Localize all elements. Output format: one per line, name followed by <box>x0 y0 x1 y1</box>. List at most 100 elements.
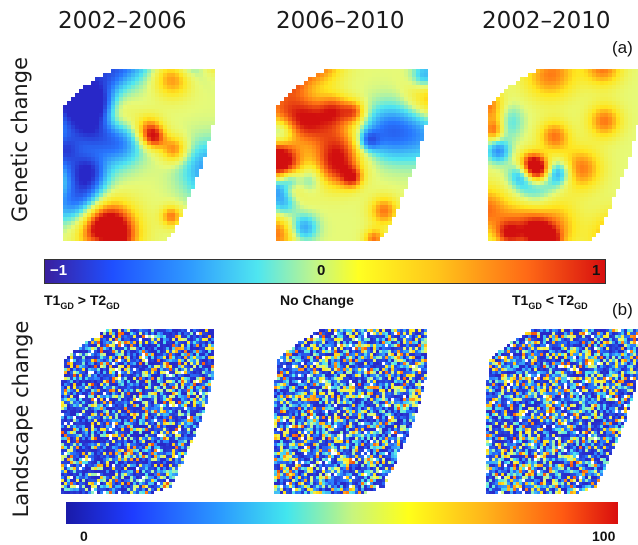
map-pixel <box>288 237 292 241</box>
map-pixel <box>179 101 183 105</box>
map-pixel <box>388 149 392 153</box>
map-pixel <box>628 101 632 105</box>
map-pixel <box>109 341 112 344</box>
map-pixel <box>119 93 123 97</box>
map-pixel <box>340 125 344 129</box>
map-pixel <box>308 213 312 217</box>
map-pixel <box>179 73 183 77</box>
map-pixel <box>496 101 500 105</box>
map-pixel <box>75 157 79 161</box>
map-pixel <box>175 113 179 117</box>
map-pixel <box>596 89 600 93</box>
map-pixel <box>157 353 160 356</box>
map-pixel <box>119 201 123 205</box>
map-pixel <box>131 81 135 85</box>
map-pixel <box>404 117 408 121</box>
map-pixel <box>312 161 316 165</box>
map-pixel <box>572 113 576 117</box>
map-pixel <box>131 161 135 165</box>
map-pixel <box>380 197 384 201</box>
map-pixel <box>488 105 492 109</box>
map-pixel <box>336 177 340 181</box>
map-pixel <box>142 335 145 338</box>
map-pixel <box>520 113 524 117</box>
map-pixel <box>500 97 504 101</box>
map-pixel <box>528 209 532 213</box>
map-pixel <box>372 229 376 233</box>
map-pixel <box>396 197 400 201</box>
map-pixel <box>91 89 95 93</box>
map-pixel <box>145 344 148 347</box>
map-pixel <box>328 97 332 101</box>
map-pixel <box>344 189 348 193</box>
map-pixel <box>340 101 344 105</box>
map-pixel <box>348 157 352 161</box>
map-pixel <box>400 121 404 125</box>
map-pixel <box>133 374 136 377</box>
map-pixel <box>324 165 328 169</box>
map-pixel <box>118 374 121 377</box>
map-pixel <box>175 101 179 105</box>
map-pixel <box>178 347 181 350</box>
map-pixel <box>79 137 83 141</box>
map-pixel <box>118 335 121 338</box>
map-pixel <box>183 109 187 113</box>
map-pixel <box>492 133 496 137</box>
map-pixel <box>368 153 372 157</box>
map-pixel <box>416 93 420 97</box>
map-pixel <box>344 133 348 137</box>
map-pixel <box>556 105 560 109</box>
map-pixel <box>388 217 392 221</box>
map-pixel <box>564 157 568 161</box>
map-pixel <box>324 209 328 213</box>
map-pixel <box>82 350 85 353</box>
map-pixel <box>159 169 163 173</box>
map-pixel <box>109 347 112 350</box>
map-pixel <box>564 165 568 169</box>
map-pixel <box>112 350 115 353</box>
map-pixel <box>276 237 280 241</box>
map-pixel <box>496 225 500 229</box>
map-pixel <box>328 117 332 121</box>
map-pixel <box>608 125 612 129</box>
map-pixel <box>628 137 632 141</box>
map-pixel <box>292 149 296 153</box>
map-pixel <box>87 113 91 117</box>
map-pixel <box>95 137 99 141</box>
map-pixel <box>187 141 191 145</box>
map-pixel <box>580 129 584 133</box>
map-pixel <box>488 149 492 153</box>
map-pixel <box>304 237 308 241</box>
map-pixel <box>136 344 139 347</box>
map-pixel <box>592 221 596 225</box>
map-pixel <box>99 125 103 129</box>
map-pixel <box>155 93 159 97</box>
map-pixel <box>131 189 135 193</box>
map-pixel <box>596 177 600 181</box>
map-pixel <box>207 77 211 81</box>
map-pixel <box>169 350 172 353</box>
map-pixel <box>508 189 512 193</box>
map-pixel <box>544 129 548 133</box>
map-pixel <box>508 141 512 145</box>
map-pixel <box>199 141 203 145</box>
map-pixel <box>151 141 155 145</box>
map-pixel <box>404 165 408 169</box>
map-pixel <box>404 157 408 161</box>
map-pixel <box>131 85 135 89</box>
map-pixel <box>151 213 155 217</box>
map-pixel <box>139 77 143 81</box>
map-pixel <box>159 117 163 121</box>
map-pixel <box>124 368 127 371</box>
map-pixel <box>109 344 112 347</box>
map-pixel <box>384 209 388 213</box>
map-pixel <box>199 165 203 169</box>
map-pixel <box>404 81 408 85</box>
map-pixel <box>107 101 111 105</box>
map-pixel <box>520 89 524 93</box>
map-pixel <box>300 145 304 149</box>
map-pixel <box>404 133 408 137</box>
map-pixel <box>130 356 133 359</box>
map-pixel <box>179 117 183 121</box>
map-pixel <box>100 332 103 335</box>
